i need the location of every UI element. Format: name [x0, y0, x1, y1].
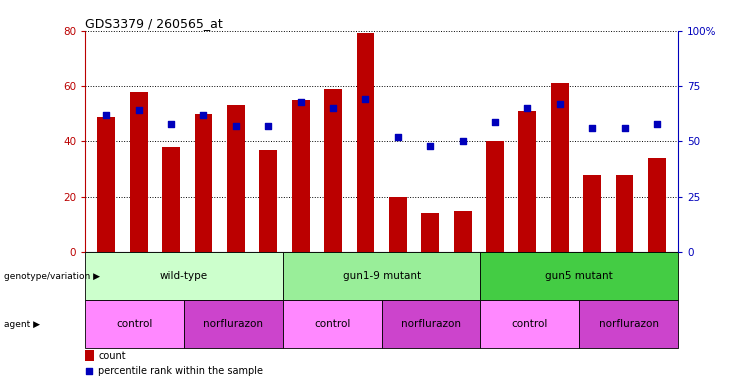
Bar — [85, 350, 94, 361]
Bar — [130, 92, 147, 252]
Bar — [616, 175, 634, 252]
Text: gun5 mutant: gun5 mutant — [545, 271, 613, 281]
Bar — [389, 197, 407, 252]
Bar — [583, 175, 601, 252]
Point — [359, 96, 371, 103]
Bar — [382, 300, 480, 348]
Bar — [283, 252, 480, 300]
Text: norflurazon: norflurazon — [204, 319, 263, 329]
Bar — [85, 300, 184, 348]
Bar — [259, 150, 277, 252]
Point — [456, 138, 468, 144]
Text: norflurazon: norflurazon — [599, 319, 659, 329]
Bar — [227, 106, 245, 252]
Point — [619, 125, 631, 131]
Point — [262, 123, 274, 129]
Point — [651, 121, 663, 127]
Bar — [324, 89, 342, 252]
Bar — [486, 141, 504, 252]
Bar — [551, 83, 568, 252]
Bar — [648, 158, 666, 252]
Bar — [519, 111, 536, 252]
Point — [198, 112, 210, 118]
Point — [133, 108, 144, 114]
Text: genotype/variation ▶: genotype/variation ▶ — [4, 272, 100, 281]
Text: norflurazon: norflurazon — [401, 319, 461, 329]
Text: count: count — [99, 351, 126, 361]
Bar — [97, 117, 115, 252]
Bar — [195, 114, 213, 252]
Point — [392, 134, 404, 140]
Text: percentile rank within the sample: percentile rank within the sample — [99, 366, 263, 376]
Bar — [184, 300, 283, 348]
Point — [586, 125, 598, 131]
Bar — [480, 300, 579, 348]
Bar — [85, 252, 283, 300]
Bar — [579, 300, 678, 348]
Bar — [480, 252, 678, 300]
Point — [230, 123, 242, 129]
Point — [522, 105, 534, 111]
Text: GDS3379 / 260565_at: GDS3379 / 260565_at — [85, 17, 223, 30]
Point — [489, 119, 501, 125]
Point — [554, 101, 565, 107]
Point — [100, 112, 112, 118]
Text: agent ▶: agent ▶ — [4, 320, 40, 329]
Point — [425, 143, 436, 149]
Text: gun1-9 mutant: gun1-9 mutant — [342, 271, 421, 281]
Text: control: control — [511, 319, 548, 329]
Point — [295, 99, 307, 105]
Bar — [356, 33, 374, 252]
Bar — [283, 300, 382, 348]
Point — [165, 121, 177, 127]
Bar — [162, 147, 180, 252]
Text: control: control — [116, 319, 153, 329]
Text: wild-type: wild-type — [160, 271, 208, 281]
Bar — [292, 100, 310, 252]
Bar — [422, 214, 439, 252]
Bar — [453, 211, 471, 252]
Text: control: control — [314, 319, 350, 329]
Point — [84, 367, 96, 374]
Point — [327, 105, 339, 111]
